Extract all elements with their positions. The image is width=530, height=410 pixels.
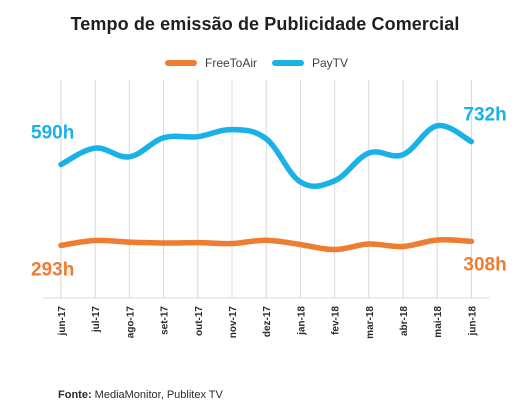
chart-title: Tempo de emissão de Publicidade Comercia… (70, 14, 460, 34)
x-tick-label-fev-18: fev-18 (331, 306, 342, 335)
data-point-paytv-set-17 (161, 135, 167, 141)
data-point-freetoair-out-17 (195, 240, 201, 246)
data-point-paytv-jun-18 (468, 139, 474, 145)
data-point-paytv-out-17 (195, 134, 201, 140)
legend-swatch-paytv (272, 60, 304, 66)
data-point-freetoair-ago-17 (126, 239, 132, 245)
data-point-freetoair-jul-17 (92, 238, 98, 244)
data-point-paytv-fev-18 (332, 178, 338, 184)
data-point-freetoair-set-17 (161, 240, 167, 246)
x-tick-label-ago-17: ago-17 (125, 306, 136, 339)
data-point-freetoair-jun-17 (58, 242, 64, 248)
data-point-paytv-nov-17 (229, 127, 235, 133)
legend-item-paytv: PayTV (272, 55, 348, 71)
source-label: Fonte: (58, 389, 92, 401)
data-point-freetoair-dez-17 (263, 237, 269, 243)
x-tick-label-out-17: out-17 (194, 306, 205, 336)
data-point-paytv-mai-18 (434, 123, 440, 129)
legend-label-freetoair: FreeToAir (205, 56, 258, 70)
x-tick-label-jun-17: jun-17 (57, 306, 68, 337)
data-point-freetoair-jan-18 (297, 242, 303, 248)
x-tick-label-dez-17: dez-17 (262, 306, 273, 338)
data-label-paytv-jun-17: 590h (31, 122, 74, 143)
chart-legend: FreeToAir PayTV (0, 55, 530, 71)
data-point-freetoair-mai-18 (434, 237, 440, 243)
data-point-paytv-jun-17 (58, 161, 64, 167)
data-point-paytv-abr-18 (400, 152, 406, 158)
data-point-paytv-ago-17 (126, 154, 132, 160)
data-point-freetoair-fev-18 (332, 246, 338, 252)
x-tick-label-mai-18: mai-18 (433, 306, 444, 338)
x-tick-label-jul-17: jul-17 (91, 306, 102, 334)
legend-item-freetoair: FreeToAir (165, 55, 257, 71)
data-label-freetoair-jun-17: 293h (31, 259, 74, 280)
data-point-freetoair-jun-18 (468, 238, 474, 244)
data-point-freetoair-nov-17 (229, 241, 235, 246)
x-tick-label-jun-18: jun-18 (467, 306, 478, 337)
source-text: MediaMonitor, Publitex TV (94, 389, 223, 401)
data-point-paytv-jan-18 (297, 179, 303, 185)
legend-swatch-freetoair (165, 60, 197, 66)
data-point-paytv-dez-17 (263, 136, 269, 142)
x-tick-label-jan-18: jan-18 (296, 306, 307, 336)
x-tick-label-mar-18: mar-18 (365, 306, 376, 339)
data-point-freetoair-mar-18 (366, 241, 372, 247)
data-point-paytv-mar-18 (366, 150, 372, 156)
data-label-paytv-jun-18: 732h (463, 105, 506, 126)
x-tick-label-nov-17: nov-17 (228, 306, 239, 339)
x-tick-label-set-17: set-17 (160, 306, 171, 335)
x-tick-label-abr-18: abr-18 (399, 306, 410, 336)
legend-label-paytv: PayTV (312, 56, 349, 70)
data-label-freetoair-jun-18: 308h (463, 254, 506, 275)
source-note: Fonte: MediaMonitor, Publitex TV (58, 389, 223, 401)
data-point-paytv-jul-17 (92, 145, 98, 151)
data-point-freetoair-abr-18 (400, 243, 406, 249)
